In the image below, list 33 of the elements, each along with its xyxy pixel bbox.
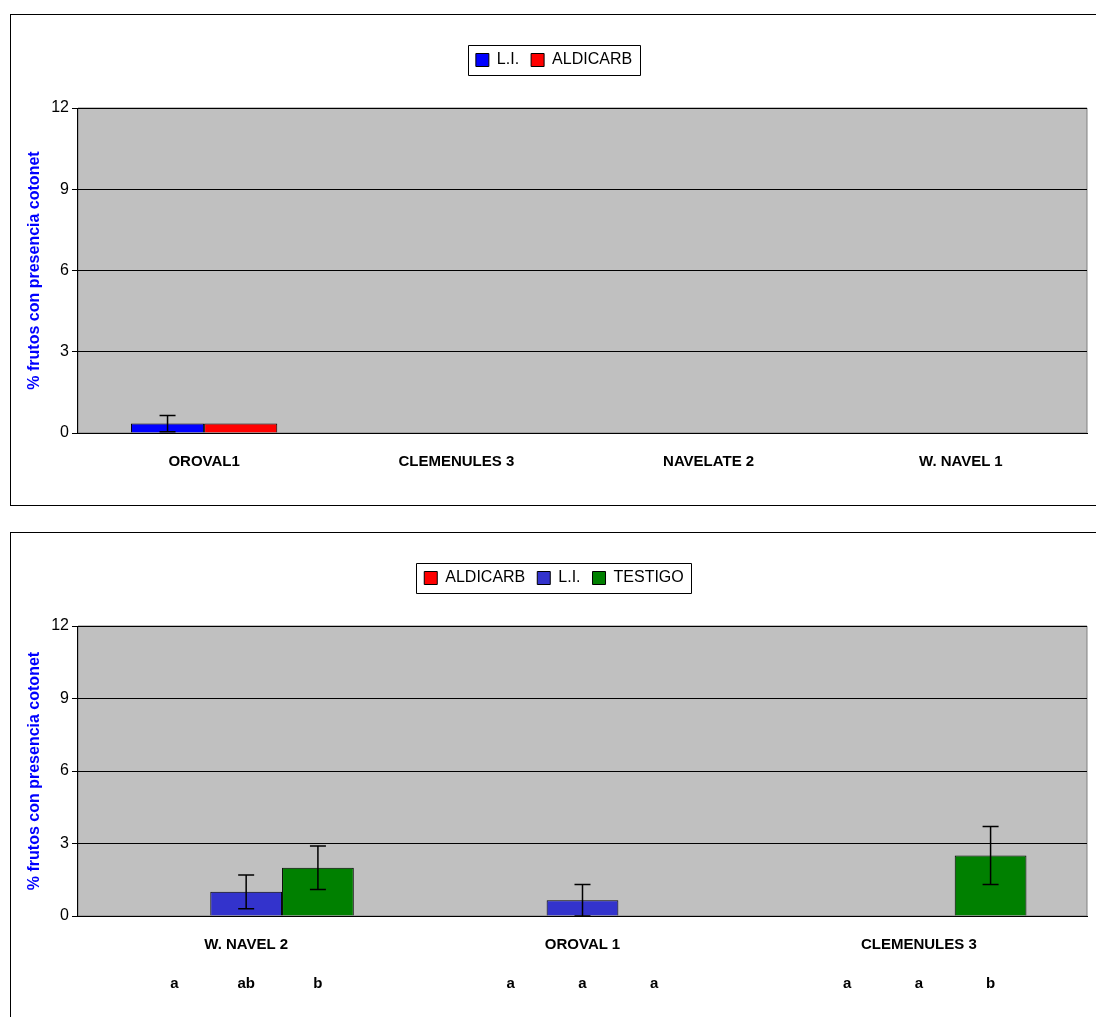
- x-tick-label: OROVAL 1: [544, 935, 621, 953]
- legend-label: TESTIGO: [613, 568, 684, 586]
- text: a: [170, 974, 180, 992]
- x-tick-label: NAVELATE 2: [663, 452, 755, 470]
- text: a: [842, 974, 852, 992]
- legend-label: ALDICARB: [552, 50, 633, 68]
- x-tick-label: OROVAL1: [168, 452, 240, 470]
- text: a: [578, 974, 588, 992]
- text: a: [650, 974, 660, 992]
- legend-label: L.I.: [558, 568, 581, 586]
- y-axis-title: % frutos con presencia cotonet: [25, 150, 43, 390]
- y-tick-label: 12: [51, 98, 70, 116]
- y-tick-label: 6: [60, 761, 70, 779]
- x-tick-label: CLEMENULES 3: [860, 935, 977, 953]
- text: ab: [237, 974, 255, 992]
- x-tick-label: CLEMENULES 3: [398, 452, 515, 470]
- y-tick-label: 3: [60, 833, 70, 851]
- text: b: [986, 974, 996, 992]
- y-tick-label: 0: [60, 906, 70, 924]
- text: a: [506, 974, 516, 992]
- y-tick-label: 0: [60, 423, 70, 441]
- y-axis-title: % frutos con presencia cotonet: [25, 651, 43, 891]
- x-tick-label: W. NAVEL 1: [919, 452, 1003, 470]
- y-tick-label: 12: [51, 616, 70, 634]
- text: b: [313, 974, 323, 992]
- legend-label: ALDICARB: [445, 568, 526, 586]
- text: a: [914, 974, 924, 992]
- y-tick-label: 9: [60, 688, 70, 706]
- y-tick-label: 9: [60, 179, 70, 197]
- y-tick-label: 6: [60, 260, 70, 278]
- x-tick-label: W. NAVEL 2: [204, 935, 288, 953]
- legend-label: L.I.: [496, 50, 520, 68]
- y-tick-label: 3: [60, 342, 70, 360]
